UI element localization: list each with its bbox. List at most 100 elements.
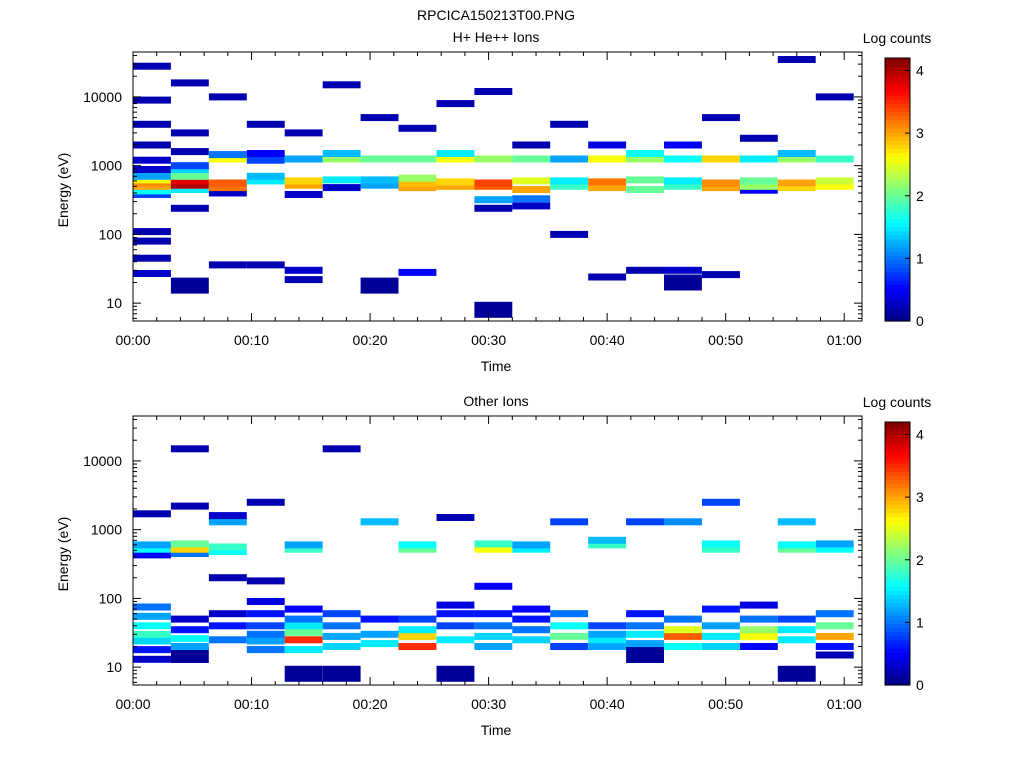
heatmap-cell: [170, 148, 209, 156]
heatmap-cell: [815, 93, 854, 101]
colorbar-step: [885, 483, 910, 489]
heatmap-cell: [246, 261, 285, 269]
heatmap-cell: [588, 141, 627, 149]
heatmap-cell: [588, 536, 627, 544]
heatmap-cell: [284, 605, 323, 613]
colorbar-step: [885, 74, 910, 80]
x-tick-label: 00:50: [708, 696, 743, 712]
axes: 00:00 00:10 00:20 00:30 00:40 00:50 01:00 10 100…: [83, 415, 863, 712]
heatmap-cell: [474, 632, 513, 640]
colorbar-step: [885, 181, 910, 186]
heatmap-cell: [284, 177, 323, 185]
heatmap-cell: [170, 545, 209, 553]
heatmap-cell: [777, 179, 816, 187]
heatmap-cell: [284, 628, 323, 636]
heatmap-cell: [360, 630, 399, 638]
heatmap-cell: [133, 655, 171, 663]
heatmap-cell: [170, 643, 209, 650]
heatmap-cell: [588, 643, 627, 650]
heatmap-cell: [170, 162, 209, 170]
heatmap-cell: [512, 545, 551, 553]
colorbar-step: [885, 271, 910, 277]
heatmap-cell: [246, 177, 285, 185]
colorbar-step: [885, 148, 910, 154]
heatmap-cell: [133, 156, 171, 164]
heatmap-cell: [664, 518, 702, 526]
colorbar-step: [885, 152, 910, 158]
x-tick-label: 00:00: [115, 696, 150, 712]
colorbar-step: [885, 553, 910, 559]
heatmap-cell: [133, 254, 171, 262]
heatmap-cell: [133, 637, 171, 645]
heatmap-cell: [512, 186, 551, 193]
panel-other-ions: Other Ions 00:00 00:10 00:20 00:30 00:40 00:5…: [55, 393, 931, 738]
heatmap-cell: [360, 176, 399, 184]
heatmap-cell: [208, 93, 247, 101]
heatmap-cell: [284, 622, 323, 630]
heatmap-cell: [170, 550, 209, 557]
colorbar-step: [885, 516, 910, 522]
colorbar-step: [885, 619, 910, 624]
colorbar-tick-label: 3: [916, 125, 924, 141]
heatmap-cell: [815, 622, 854, 630]
heatmap-cell: [398, 541, 437, 549]
heatmap-cell: [208, 184, 247, 192]
colorbar-step: [885, 90, 910, 96]
heatmap-cell: [322, 176, 361, 184]
heatmap-cell: [133, 541, 171, 549]
heatmap-cell: [398, 643, 437, 650]
heatmap-cell: [474, 610, 513, 618]
heatmap-cell: [246, 598, 285, 605]
heatmap-cell: [664, 266, 702, 274]
heatmap-cell: [777, 155, 816, 163]
heatmap-cell: [702, 114, 740, 122]
heatmap-cell: [739, 134, 778, 142]
heatmap-cell: [664, 615, 702, 623]
colorbar-step: [885, 631, 910, 637]
colorbar-step: [885, 512, 910, 518]
colorbar-step: [885, 312, 910, 318]
colorbar-step: [885, 664, 910, 670]
colorbar-step: [885, 193, 910, 199]
heatmap-cell: [436, 610, 475, 618]
heatmap-cell: [398, 124, 437, 132]
heatmap-cell: [322, 665, 361, 682]
colorbar-step: [885, 680, 910, 686]
colorbar-step: [885, 578, 910, 583]
colorbar-step: [885, 450, 910, 456]
heatmap-cell: [208, 622, 247, 630]
heatmap-cell: [246, 610, 285, 618]
colorbar-step: [885, 173, 910, 178]
heatmap-cell: [702, 643, 740, 650]
colorbar-step: [885, 545, 910, 550]
heatmap-cell: [170, 166, 209, 173]
colorbar-step: [885, 288, 910, 293]
colorbar-step: [885, 594, 910, 600]
heatmap-cell: [664, 141, 702, 149]
heatmap-cell: [436, 178, 475, 186]
heatmap-cell: [398, 155, 437, 163]
colorbar-step: [885, 615, 910, 620]
colorbar-step: [885, 422, 910, 427]
heatmap-cell: [702, 605, 740, 613]
colorbar-step: [885, 140, 910, 145]
heatmap-cell: [284, 276, 323, 284]
heatmap-cell: [133, 176, 171, 184]
heatmap-cell: [588, 155, 627, 163]
heatmap-cell: [133, 270, 171, 277]
x-tick-label: 00:10: [234, 696, 269, 712]
heatmap-cell: [436, 622, 475, 630]
colorbar-step: [885, 247, 910, 252]
colorbar-step: [885, 94, 910, 100]
heatmap-cell: [664, 643, 702, 650]
colorbar-step: [885, 648, 910, 653]
colorbar-step: [885, 565, 910, 571]
heatmap-cell: [626, 647, 664, 663]
heatmap-cell: [550, 120, 589, 128]
heatmap-cell: [133, 62, 171, 70]
heatmap-cell: [815, 610, 854, 618]
heatmap-cell: [474, 582, 513, 590]
colorbar-step: [885, 602, 910, 608]
heatmap-cell: [360, 518, 399, 526]
x-tick-label: 00:20: [353, 696, 388, 712]
